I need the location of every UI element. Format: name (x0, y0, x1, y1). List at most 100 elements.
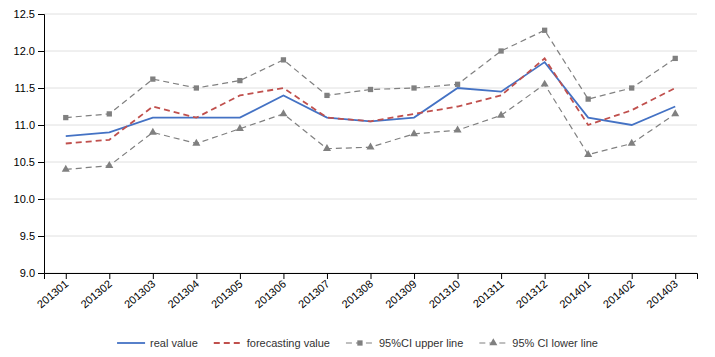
marker-point (454, 126, 462, 133)
x-axis: 2013012013022013032013042013052013062013… (35, 273, 698, 310)
marker-point (671, 109, 679, 116)
x-tick-label: 201306 (252, 277, 288, 310)
x-tick-label: 201302 (78, 277, 114, 310)
legend-label: real value (150, 337, 198, 349)
legend-swatch (117, 342, 145, 344)
y-tick-mark (38, 236, 44, 237)
x-tick-label: 201403 (644, 277, 680, 310)
x-tick-label: 201307 (296, 277, 332, 310)
legend-item: real value (117, 337, 198, 349)
legend-swatch (214, 342, 242, 344)
x-tick: 201301 (35, 273, 71, 310)
y-axis: 9.09.510.010.511.011.512.012.5 (14, 8, 45, 279)
series-line (66, 62, 675, 136)
marker-point (497, 111, 505, 118)
legend-marker (489, 338, 497, 345)
y-tick-label: 11.0 (14, 119, 35, 131)
marker-point (410, 129, 418, 136)
y-tick: 11.5 (14, 82, 44, 94)
x-tick: 201302 (78, 273, 114, 310)
x-tick-label: 201312 (514, 277, 550, 310)
marker-point (279, 109, 287, 116)
marker-point (629, 85, 634, 90)
legend-label: 95%CI upper line (379, 337, 463, 349)
marker-point (368, 87, 373, 92)
marker-point (107, 111, 112, 116)
x-axis-line (45, 274, 698, 280)
x-tick: 201303 (122, 273, 158, 310)
x-tick-mark (458, 273, 459, 279)
y-tick: 10.5 (14, 156, 44, 168)
marker-point (673, 56, 678, 61)
grid-line (44, 51, 697, 52)
marker-point (63, 115, 68, 120)
y-tick-label: 11.5 (14, 82, 35, 94)
marker-point (541, 80, 549, 87)
y-tick-label: 10.5 (14, 156, 35, 168)
series-markers (62, 80, 680, 172)
y-tick-label: 12.0 (14, 45, 35, 57)
y-tick-mark (38, 14, 44, 15)
x-tick: 201310 (426, 273, 462, 310)
x-tick-mark (109, 273, 110, 279)
marks (62, 28, 680, 172)
y-tick-mark (38, 162, 44, 163)
grid (44, 14, 697, 273)
x-tick: 201403 (644, 273, 680, 310)
x-tick-mark (632, 273, 633, 279)
y-tick-label: 9.0 (20, 267, 35, 279)
legend-item: 95% CI lower line (479, 337, 598, 349)
x-tick-mark (327, 273, 328, 279)
x-tick-label: 201301 (35, 277, 71, 310)
x-tick-label: 201402 (601, 277, 637, 310)
marker-point (281, 57, 286, 62)
y-tick: 11.0 (14, 119, 44, 131)
x-tick-label: 201401 (557, 277, 593, 310)
x-tick: 201307 (296, 273, 332, 310)
legend-item: forecasting value (214, 337, 330, 349)
marker-point (411, 85, 416, 90)
x-tick-mark (588, 273, 589, 279)
x-tick: 201401 (557, 273, 593, 310)
grid-line (44, 236, 697, 237)
y-tick: 9.0 (20, 267, 44, 279)
marker-point (62, 165, 70, 172)
plot-area: 2013012013022013032013042013052013062013… (14, 8, 698, 310)
x-tick: 201402 (601, 273, 637, 310)
y-tick-label: 10.0 (14, 193, 35, 205)
y-tick: 10.0 (14, 193, 44, 205)
x-tick: 201311 (471, 273, 506, 310)
x-tick: 201304 (165, 273, 201, 310)
series-line (66, 84, 675, 169)
x-tick-mark (414, 273, 415, 279)
marker-point (149, 128, 157, 135)
legend-label: 95% CI lower line (512, 337, 598, 349)
x-tick-label: 201308 (339, 277, 375, 310)
grid-line (44, 162, 697, 163)
x-tick-label: 201309 (383, 277, 419, 310)
x-tick-label: 201311 (471, 277, 506, 309)
series-markers (63, 28, 678, 121)
marker-point (455, 82, 460, 87)
y-tick-label: 12.5 (14, 8, 35, 20)
y-tick-mark (38, 125, 44, 126)
x-tick-mark (240, 273, 241, 279)
legend: real value forecasting value 95%CI upper l… (117, 337, 598, 349)
marker-point (150, 76, 155, 81)
x-tick-mark (283, 273, 284, 279)
legend-label: forecasting value (247, 337, 330, 349)
y-tick: 12.5 (14, 8, 44, 20)
marker-point (192, 139, 200, 146)
y-tick-mark (38, 273, 44, 274)
marker-point (628, 139, 636, 146)
y-tick-mark (38, 199, 44, 200)
marker-point (498, 48, 503, 53)
marker-point (586, 96, 591, 101)
marker-point (323, 144, 331, 151)
y-tick-mark (38, 88, 44, 89)
x-tick-mark (545, 273, 546, 279)
marker-point (236, 124, 244, 131)
x-tick: 201312 (514, 273, 550, 310)
x-tick: 201305 (209, 273, 245, 310)
marker-point (366, 143, 374, 150)
